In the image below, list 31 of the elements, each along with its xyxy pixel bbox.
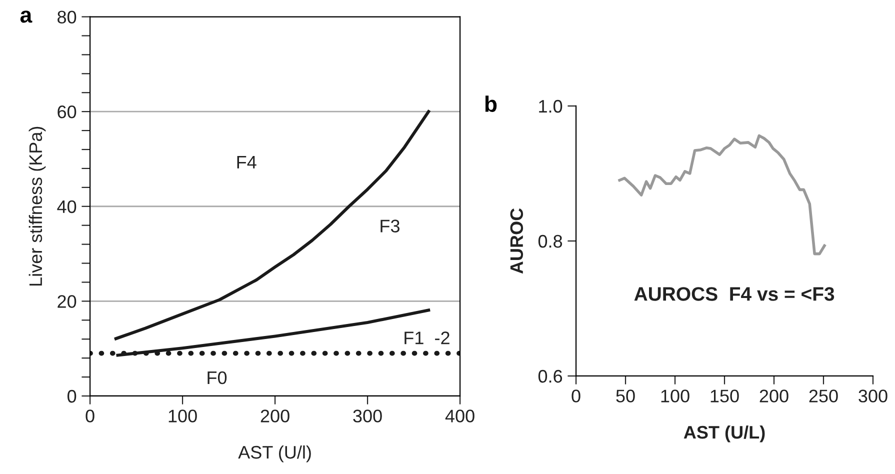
x-tick-label: 100	[661, 390, 690, 402]
y-axis-title: AUROC	[510, 208, 524, 274]
x-tick-label: 150	[710, 390, 739, 402]
x-tick-label: 0	[572, 390, 580, 402]
line-series	[618, 134, 826, 256]
y-tick-label: 60	[58, 106, 76, 118]
y-tick-label: 80	[58, 10, 76, 24]
annotation: F0	[208, 371, 227, 384]
y-tick-label: 40	[57, 200, 76, 214]
y-axis-title: Liver stiffness (KPa)	[28, 126, 46, 286]
annotation: AUROCS F4 vs = <F3	[634, 287, 834, 301]
x-tick-label: 200	[260, 410, 290, 422]
chart-title: a	[20, 10, 32, 23]
x-axis-title: AST (U/L)	[684, 425, 765, 442]
y-tick-label: 1.0	[539, 100, 562, 113]
x-tick-label: 100	[168, 410, 197, 422]
y-tick-label: 0.8	[538, 234, 562, 248]
x-axis-title: AST (U/l)	[238, 445, 311, 462]
y-tick-label: 0.6	[538, 370, 562, 383]
x-tick-label: 400	[445, 410, 474, 422]
x-tick-label: 0	[86, 410, 94, 422]
x-tick-label: 50	[616, 390, 635, 402]
annotation: F3	[380, 220, 400, 232]
x-tick-label: 300	[353, 410, 382, 422]
annotation: F4	[237, 156, 256, 168]
x-tick-label: 250	[809, 390, 838, 402]
annotation: F1 -2	[404, 332, 450, 344]
y-tick-label: 20	[58, 295, 76, 308]
x-tick-label: 200	[760, 390, 788, 402]
x-tick-label: 300	[858, 390, 888, 402]
chart-title: b	[485, 96, 497, 112]
